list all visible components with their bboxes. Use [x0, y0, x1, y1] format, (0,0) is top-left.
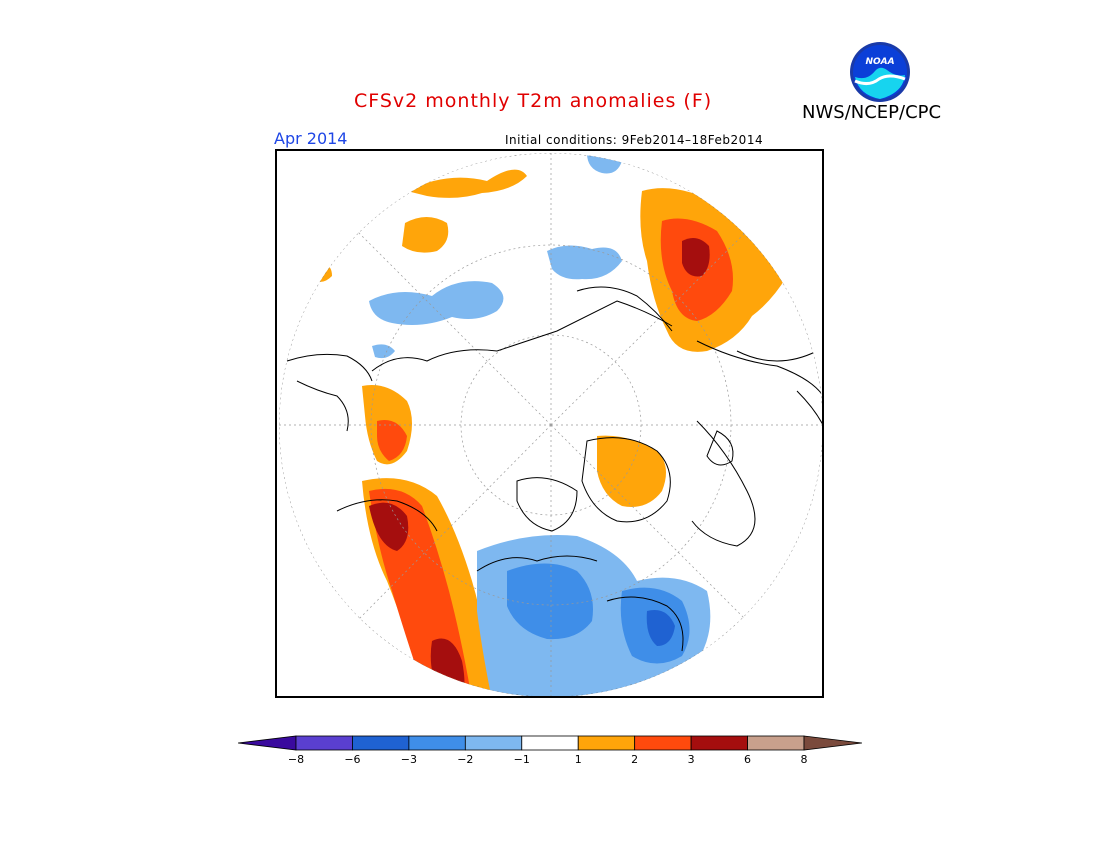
- initial-conditions: Initial conditions: 9Feb2014–18Feb2014: [505, 133, 764, 147]
- colorbar-bin: [690, 735, 748, 751]
- colorbar-tick-label: −6: [344, 753, 361, 766]
- colorbar-tick-label: −8: [287, 753, 305, 766]
- colorbar-bin: [634, 735, 692, 751]
- colorbar-bin: [747, 735, 805, 751]
- svg-text:NOAA: NOAA: [865, 57, 894, 67]
- noaa-logo: NOAA: [849, 41, 911, 103]
- anomaly-warm-greenland: [597, 435, 666, 507]
- colorbar-tick-label: 6: [744, 753, 752, 766]
- colorbar-tick-label: 2: [631, 753, 639, 766]
- colorbar: [237, 733, 863, 753]
- colorbar-high-arrow: [803, 735, 863, 751]
- colorbar-low-arrow: [237, 735, 297, 751]
- colorbar-bin: [521, 735, 579, 751]
- colorbar-bin: [464, 735, 523, 751]
- colorbar-bin: [408, 735, 466, 751]
- graticule: [279, 153, 822, 696]
- colorbar-bin: [577, 735, 636, 751]
- map-title: CFSv2 monthly T2m anomalies (F): [354, 90, 713, 112]
- colorbar-tick-label: 8: [800, 753, 808, 766]
- colorbar-tick-label: −3: [400, 753, 417, 766]
- colorbar-tick-label: −1: [513, 753, 530, 766]
- anomaly-warm-northeast-asia: [313, 169, 527, 282]
- agency-label: NWS/NCEP/CPC: [802, 102, 942, 123]
- polar-map: [275, 149, 824, 698]
- anomaly-cool-russia: [369, 153, 622, 359]
- colorbar-tick-label: 1: [574, 753, 582, 766]
- forecast-period: Apr 2014: [274, 129, 348, 148]
- colorbar-tick-label: 3: [687, 753, 695, 766]
- colorbar-bin: [295, 735, 353, 751]
- colorbar-bin: [352, 735, 410, 751]
- colorbar-tick-label: −2: [457, 753, 474, 766]
- coastlines: [286, 286, 822, 652]
